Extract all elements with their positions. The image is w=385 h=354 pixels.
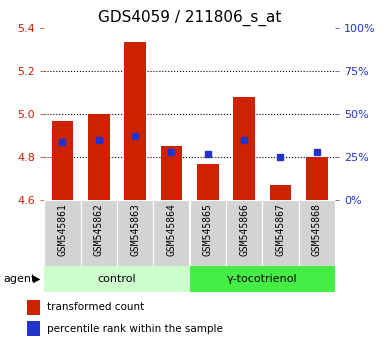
Bar: [299, 200, 335, 266]
Text: GSM545861: GSM545861: [57, 203, 67, 256]
Bar: [262, 200, 299, 266]
Text: transformed count: transformed count: [47, 302, 145, 313]
Bar: [226, 200, 262, 266]
Bar: [270, 185, 291, 200]
Text: GSM545866: GSM545866: [239, 203, 249, 256]
Bar: [44, 200, 80, 266]
Text: ▶: ▶: [33, 274, 40, 284]
Bar: [161, 146, 182, 200]
Text: GSM545863: GSM545863: [130, 203, 140, 256]
Text: percentile rank within the sample: percentile rank within the sample: [47, 324, 223, 334]
Bar: [190, 200, 226, 266]
Bar: [80, 200, 117, 266]
Text: GSM545864: GSM545864: [166, 203, 176, 256]
Text: GSM545862: GSM545862: [94, 203, 104, 256]
Text: control: control: [98, 274, 136, 284]
Bar: [44, 266, 190, 292]
Text: γ-tocotrienol: γ-tocotrienol: [227, 274, 298, 284]
Text: GSM545865: GSM545865: [203, 203, 213, 256]
Bar: [27, 300, 40, 315]
Bar: [197, 164, 219, 200]
Bar: [52, 121, 73, 200]
Bar: [117, 200, 153, 266]
Bar: [233, 97, 255, 200]
Bar: [190, 266, 335, 292]
Title: GDS4059 / 211806_s_at: GDS4059 / 211806_s_at: [98, 9, 281, 25]
Bar: [124, 42, 146, 200]
Text: GSM545867: GSM545867: [275, 203, 285, 256]
Bar: [88, 114, 110, 200]
Bar: [306, 157, 328, 200]
Bar: [27, 321, 40, 336]
Bar: [153, 200, 189, 266]
Text: agent: agent: [4, 274, 36, 284]
Text: GSM545868: GSM545868: [312, 203, 322, 256]
